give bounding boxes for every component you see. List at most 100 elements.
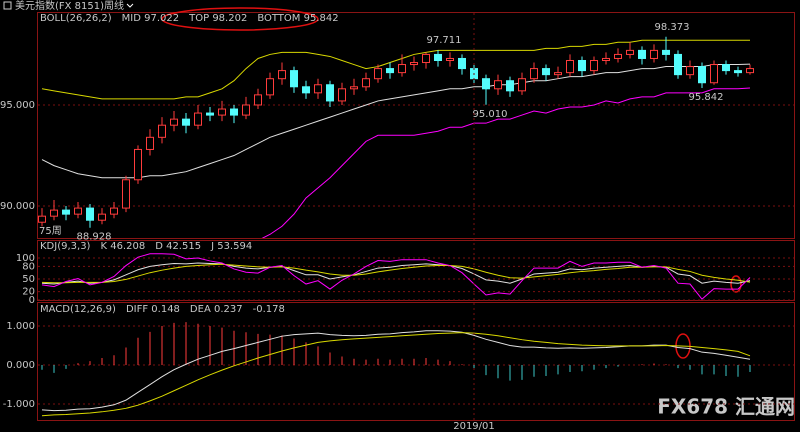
indicator-line <box>41 262 751 285</box>
candle-body <box>446 57 454 61</box>
candle-body <box>38 215 46 223</box>
candle-body <box>182 118 190 126</box>
candle-body <box>686 66 694 76</box>
macd-panel-frame <box>37 302 795 421</box>
legend-entry: BOLL(26,26,2) <box>40 13 112 24</box>
candle-body <box>650 49 658 59</box>
candle-body <box>302 86 310 94</box>
legend-entry: MID 97.022 <box>122 13 179 24</box>
low-label: 95.010 <box>473 109 508 120</box>
candle-body <box>530 68 538 80</box>
y-tick-label: 100 <box>16 253 35 264</box>
candle-body <box>482 78 490 90</box>
candle-body <box>614 53 622 59</box>
candle-body <box>266 78 274 96</box>
candle-body <box>458 57 466 70</box>
candle-body <box>590 59 598 72</box>
indicator-line <box>41 332 751 417</box>
plot-area <box>41 322 751 417</box>
candle-body <box>134 148 142 181</box>
candle-body <box>386 68 394 74</box>
candle-body <box>506 80 514 92</box>
legend-entry: K 46.208 <box>100 241 145 252</box>
candle-body <box>314 84 322 94</box>
candle-body <box>242 104 250 116</box>
candle-body <box>122 179 130 209</box>
indicator-line <box>41 63 751 179</box>
candle-body <box>98 213 106 221</box>
candle-body <box>746 68 754 74</box>
candle-body <box>254 94 262 106</box>
low-label: 88.928 <box>77 232 112 243</box>
candle-body <box>74 207 82 215</box>
candle-body <box>518 78 526 92</box>
main-panel-frame <box>37 12 795 239</box>
period-count: 75周 <box>39 225 62 237</box>
candle-body <box>110 207 118 215</box>
legend-entry: TOP 98.202 <box>188 13 247 24</box>
y-tick-label: 0.000 <box>6 360 35 371</box>
legend-entry: MACD(12,26,9) <box>40 304 116 315</box>
plot-area <box>38 36 754 238</box>
kdj-panel-frame <box>37 240 795 301</box>
candle-body <box>338 88 346 102</box>
candle-body <box>158 124 166 138</box>
y-tick-label: 1.000 <box>6 321 35 332</box>
indicator-line <box>41 39 751 100</box>
y-tick-label: 80 <box>22 261 35 272</box>
highlight-ellipse <box>161 7 319 31</box>
candle-body <box>398 64 406 74</box>
candle-body <box>278 70 286 80</box>
candle-body <box>662 49 670 55</box>
candle-body <box>734 70 742 74</box>
candle-body <box>566 59 574 74</box>
candle-body <box>170 118 178 126</box>
candle-body <box>710 64 718 84</box>
period-selector[interactable]: 周线 <box>104 0 124 12</box>
candle-body <box>626 49 634 55</box>
candle-body <box>638 49 646 59</box>
legend-entry: J 53.594 <box>210 241 252 252</box>
candle-body <box>674 53 682 76</box>
candle-body <box>50 209 58 217</box>
candle-body <box>146 136 154 150</box>
candle-body <box>434 53 442 61</box>
instrument-title: 美元指数(FX 8151) <box>15 0 104 12</box>
candle-body <box>374 68 382 80</box>
highlight-ellipse <box>730 275 742 293</box>
candle-body <box>206 112 214 116</box>
legend-entry: -0.178 <box>253 304 285 315</box>
y-tick-label: 0 <box>29 295 35 306</box>
y-tick-label: 20 <box>22 287 35 298</box>
legend-entry: D 42.515 <box>155 241 201 252</box>
candle-body <box>290 70 298 88</box>
candle-body <box>698 66 706 84</box>
candle-body <box>554 72 562 76</box>
candle-body <box>62 209 70 215</box>
candle-body <box>494 80 502 90</box>
menu-icon[interactable] <box>3 1 12 10</box>
y-tick-label: 90.000 <box>0 201 35 212</box>
candle-body <box>326 84 334 102</box>
watermark: FX678 汇通网 <box>657 395 795 419</box>
candle-body <box>410 62 418 66</box>
dropdown-arrow[interactable] <box>126 3 134 8</box>
candle-body <box>602 57 610 61</box>
low-label: 95.842 <box>689 92 724 103</box>
indicator-line <box>41 253 751 300</box>
candle-body <box>86 207 94 221</box>
legend-entry: KDJ(9,3,3) <box>40 241 91 252</box>
legend-entry: BOTTOM 95.842 <box>257 13 338 24</box>
indicator-line <box>41 263 751 284</box>
legend-entry: DIFF 0.148 <box>126 304 180 315</box>
candle-body <box>362 78 370 88</box>
indicator-line <box>261 87 751 238</box>
candle-body <box>230 108 238 116</box>
y-tick-label: 50 <box>22 274 35 285</box>
y-tick-label: 95.000 <box>0 100 35 111</box>
candle-body <box>194 112 202 126</box>
x-tick-label: 2019/01 <box>453 421 495 432</box>
candle-body <box>218 108 226 116</box>
